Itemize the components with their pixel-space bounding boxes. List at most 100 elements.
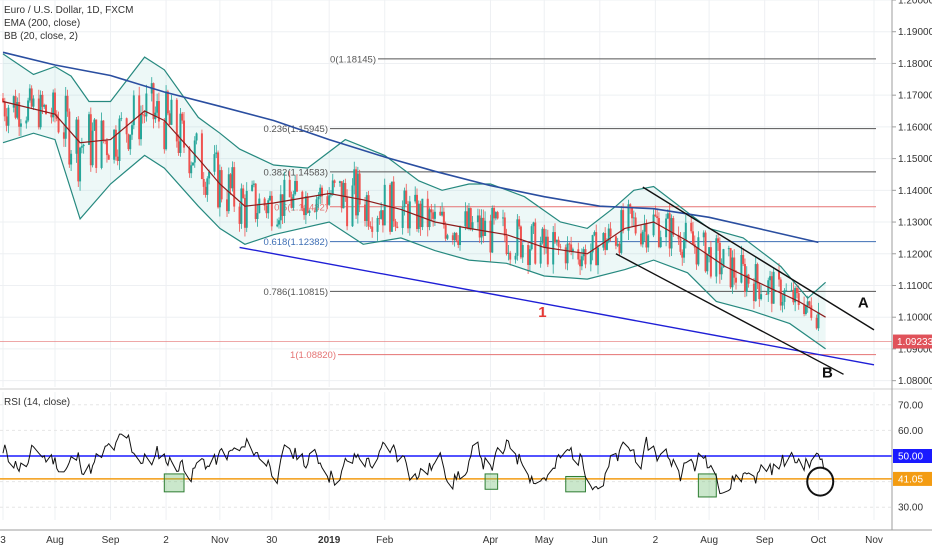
candle-body [760,294,763,300]
candle-body [478,215,481,238]
candle-body [240,188,243,224]
candle-body [484,220,487,237]
rsi-plot [0,433,892,498]
candle-body [129,134,132,150]
candle-body [105,140,108,156]
candle-body [367,195,370,227]
candle-body [177,141,180,153]
candle-body [464,211,467,227]
candle-body [541,228,544,243]
candle-body [127,134,130,150]
price-tick-label: 1.13000 [898,218,932,229]
candle-body [577,249,580,260]
candle-body [494,212,497,219]
candle-body [243,197,246,228]
candle-body [206,178,209,195]
candle-body [217,152,220,208]
candle-body [405,190,408,204]
candle-body [729,248,732,288]
candle-body [175,99,178,142]
candle-body [614,236,617,246]
candle-body [277,220,280,225]
candle-body [702,232,705,238]
candle-body [647,235,650,248]
candle-body [306,196,309,213]
candle-body [568,243,571,245]
candle-body [539,242,542,264]
candle-body [794,288,797,303]
time-tick-label: Nov [211,535,229,546]
time-tick-label: Jun [592,535,608,546]
candle-body [509,252,512,260]
candle-body [704,232,707,272]
candle-body [695,247,698,265]
candle-body [480,217,483,238]
candle-body [491,207,494,253]
candle-body [781,301,784,306]
candle-body [170,99,173,125]
candle-body [616,243,619,246]
candle-body [82,144,85,147]
price-tick-label: 1.20000 [898,0,932,7]
candle-body [466,211,469,228]
candle-body [507,252,510,255]
candle-body [441,211,444,216]
candle-body [482,217,485,237]
candle-body [769,276,772,281]
candle-body [720,267,723,275]
candle-body [32,98,35,107]
candle-body [489,220,492,253]
rsi-highlight-zone [697,473,717,498]
annotation-a: A [858,295,869,312]
candle-body [229,174,232,189]
candle-body [326,196,329,205]
candle-body [394,221,397,227]
candle-body [321,187,324,197]
candle-body [518,219,521,227]
candle-body [346,196,349,227]
candle-body [815,317,818,329]
candle-body [308,210,311,213]
candle-body [670,218,673,249]
candle-body [365,195,368,221]
candle-body [116,156,119,161]
candle-body [317,197,320,200]
bb-upper-line [2,53,826,300]
candle-body [104,140,107,142]
candle-body [593,232,596,236]
candle-body [64,95,67,139]
time-tick-label: Oct [811,535,827,546]
rsi-level-badge [893,471,932,486]
rsi-tick-label: 70.00 [898,400,923,411]
candle-body [114,129,117,157]
candle-body [718,242,721,275]
candle-body [295,180,298,192]
fib-label: 0.236(1.15945) [264,124,328,135]
candle-body [654,214,657,217]
candle-body [401,207,404,228]
candle-body [37,98,40,128]
candle-body [659,237,662,247]
rsi-level-label: 50.00 [898,452,923,463]
fib-label: 0.5(1.13482) [274,202,328,213]
candle-body [731,257,734,288]
candle-body [79,147,82,182]
candle-body [740,254,743,283]
candle-body [810,305,813,318]
candle-body [195,133,198,141]
candle-body [152,83,155,120]
candle-body [629,204,632,208]
time-tick-label: 2 [653,535,659,546]
candle-body [288,179,291,198]
time-tick-label: 30 [266,535,278,546]
candle-body [113,129,116,160]
candle-body [256,213,259,220]
candle-body [93,119,96,131]
candle-body [546,236,549,265]
candle-body [792,289,795,303]
rsi-grid [0,392,892,520]
rsi-highlight-zone [565,475,586,493]
candle-body [279,194,282,221]
candle-body [213,154,216,172]
